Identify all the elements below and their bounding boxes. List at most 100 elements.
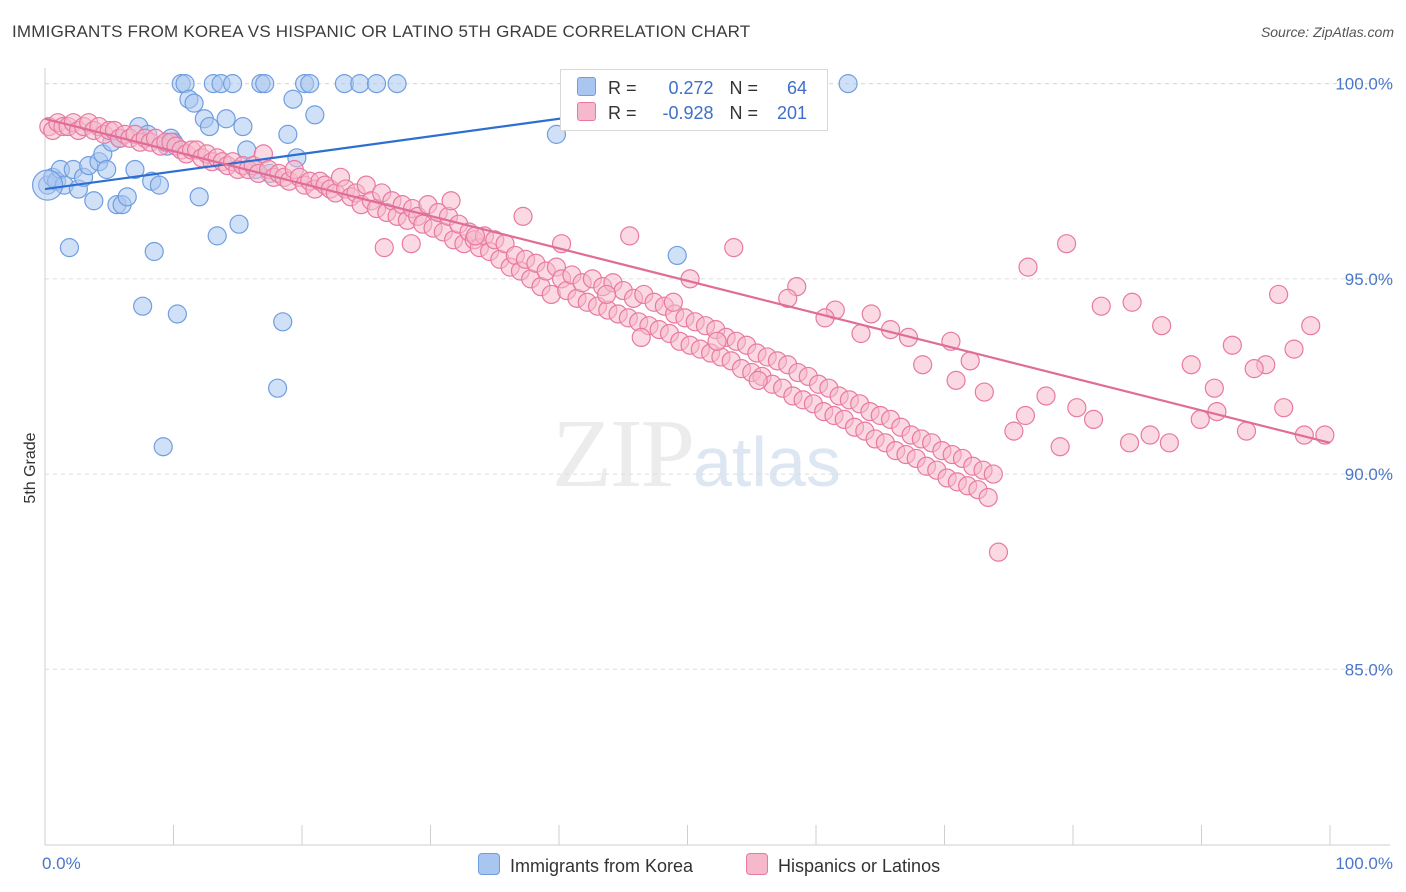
hispanic-point (1015, 405, 1036, 426)
hispanic-point (1190, 409, 1210, 430)
hispanic-point (707, 331, 727, 351)
korea-point (223, 74, 243, 94)
y-tick-label: 90.0% (1345, 465, 1393, 484)
hispanic-point (1036, 386, 1056, 406)
korea-point (167, 304, 187, 324)
korea-point (350, 74, 370, 94)
bottom-legend-label-hispanic: Hispanics or Latinos (778, 856, 941, 876)
x-tick-label: 0.0% (42, 854, 81, 873)
legend-r-value: -0.928 (662, 103, 714, 123)
legend-r-value: 0.272 (668, 78, 714, 98)
korea-point (189, 187, 209, 207)
chart-title: IMMIGRANTS FROM KOREA VS HISPANIC OR LAT… (12, 22, 751, 41)
legend-row-hispanic: R = -0.928 N = 201 (577, 102, 807, 126)
hispanic-point (1181, 355, 1201, 375)
hispanic-point (1050, 437, 1070, 457)
y-tick-label: 85.0% (1345, 660, 1393, 679)
korea-point (305, 105, 325, 125)
hispanic-point (1274, 398, 1294, 418)
hispanic-point (663, 292, 683, 312)
legend-n-label: N = (729, 103, 764, 123)
korea-point (255, 74, 275, 94)
korea-point (278, 124, 298, 144)
series-hispanic-points (39, 113, 1335, 562)
korea-point (97, 159, 117, 180)
hispanic-point (946, 370, 966, 390)
hispanic-trend-line (44, 117, 1331, 444)
korea-point (199, 116, 220, 137)
hispanic-point (441, 191, 461, 211)
hispanic-point (1083, 409, 1104, 430)
series-korea-points (31, 74, 858, 457)
watermark-atlas: atlas (693, 423, 841, 501)
hispanic-point (1236, 421, 1257, 441)
bottom-legend-swatch-hispanic (746, 853, 768, 875)
hispanic-point (513, 206, 533, 226)
korea-point (125, 159, 145, 180)
hispanic-point (1122, 292, 1142, 312)
korea-point (84, 191, 104, 211)
korea-point (267, 378, 288, 398)
hispanic-point (374, 238, 394, 258)
hispanic-point (1159, 433, 1179, 453)
hispanic-point (401, 234, 421, 254)
korea-point (216, 109, 236, 129)
hispanic-point (1268, 284, 1289, 305)
hispanic-point (724, 238, 744, 258)
korea-point (153, 437, 173, 457)
korea-point (283, 89, 303, 109)
trend-lines (44, 82, 1331, 444)
hispanic-point (913, 355, 933, 375)
hispanic-point (1244, 359, 1264, 379)
korea-point (366, 74, 387, 94)
korea-point (838, 74, 858, 94)
y-tick-label: 100.0% (1335, 75, 1393, 94)
bottom-legend-korea: Immigrants from Korea (478, 853, 693, 877)
watermark-zip: ZIP (552, 400, 695, 508)
korea-point (667, 245, 687, 266)
hispanic-point (1140, 425, 1160, 445)
legend-n-value: 64 (787, 78, 808, 98)
korea-point (387, 74, 407, 94)
korea-point (233, 116, 253, 137)
legend-swatch-korea (577, 77, 596, 96)
hispanic-point (1301, 316, 1321, 336)
x-tick-label: 100.0% (1335, 854, 1393, 873)
hispanic-point (974, 382, 994, 402)
hispanic-point (631, 327, 651, 348)
y-tick-label: 95.0% (1345, 270, 1393, 289)
watermark: ZIPatlas (552, 398, 841, 510)
hispanic-point (620, 226, 640, 246)
hispanic-point (596, 284, 617, 305)
legend-row-korea: R = 0.272 N = 64 (577, 77, 807, 101)
hispanic-point (1056, 234, 1077, 254)
hispanic-point (1204, 378, 1224, 398)
korea-point (300, 74, 320, 94)
axes (44, 68, 1390, 846)
hispanic-point (778, 288, 798, 308)
legend-n-label: N = (729, 78, 764, 98)
korea-point (207, 226, 227, 246)
bottom-legend-hispanic: Hispanics or Latinos (746, 853, 940, 877)
korea-point (229, 214, 249, 234)
hispanic-point (1119, 433, 1140, 453)
hispanic-point (1152, 316, 1172, 336)
korea-point (59, 238, 80, 258)
legend-r-label: R = (608, 103, 642, 123)
hispanic-point (1018, 257, 1038, 277)
hispanic-point (988, 542, 1009, 562)
chart-source: Source: ZipAtlas.com (1260, 24, 1394, 40)
hispanic-point (1004, 421, 1024, 441)
hispanic-point (1284, 339, 1304, 359)
y-axis-label: 5th Grade (22, 432, 39, 503)
hispanic-point (861, 304, 881, 324)
korea-point (273, 312, 293, 332)
korea-point (144, 241, 164, 262)
korea-point (175, 74, 195, 94)
stats-legend: R = 0.272 N = 64 R = -0.928 N = 201 (560, 69, 828, 131)
korea-point (149, 175, 169, 195)
tick-labels: 85.0% 90.0% 95.0% 100.0% 0.0% 100.0% (42, 75, 1393, 873)
hispanic-point (1222, 335, 1242, 355)
legend-n-value: 201 (776, 103, 808, 123)
